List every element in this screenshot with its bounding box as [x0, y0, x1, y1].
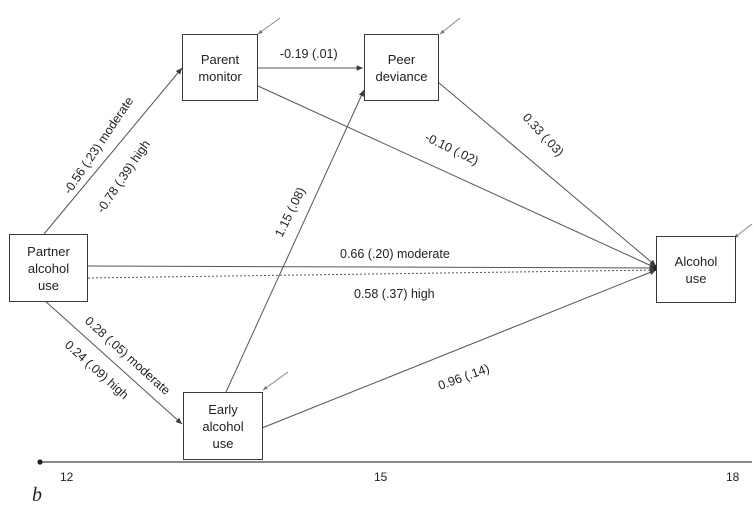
node-alcohol-line-1: Alcohol	[674, 253, 718, 269]
node-alcohol-line-2: use	[685, 270, 707, 286]
timeline-start-dot	[37, 459, 43, 465]
node-alcohol-use: Alcohol use	[656, 236, 736, 303]
node-peer-deviance-line-1: Peer	[387, 51, 416, 67]
label-early-peer: 1.15 (.08)	[272, 185, 308, 239]
label-partner-alcohol-high: 0.58 (.37) high	[354, 287, 435, 301]
timeline-tick-18: 18	[726, 470, 740, 484]
node-early-line-1: Early	[208, 401, 238, 417]
node-parent-monitor-line-2: monitor	[198, 68, 242, 84]
timeline-tick-15: 15	[374, 470, 388, 484]
node-peer-deviance: Peer deviance	[364, 34, 439, 101]
node-partner-line-1: Partner	[27, 243, 70, 259]
node-early-line-2: alcohol	[202, 418, 244, 434]
node-partner-alcohol-use: Partner alcohol use	[9, 234, 88, 302]
residual-alcohol-use	[733, 223, 753, 239]
node-parent-monitor-line-1: Parent	[200, 51, 240, 67]
label-parent-alcohol: -0.10 (.02)	[423, 130, 481, 168]
edge-early-alcohol	[261, 269, 657, 429]
node-parent-monitor: Parent monitor	[182, 34, 258, 101]
edge-partner-parent	[43, 67, 183, 235]
label-partner-alcohol-moderate: 0.66 (.20) moderate	[340, 247, 450, 261]
node-partner-line-3: use	[38, 277, 59, 293]
edge-early-peer	[225, 89, 365, 393]
edge-partner-alcohol-moderate	[87, 265, 657, 271]
node-peer-deviance-line-2: deviance	[375, 68, 428, 84]
node-early-alcohol-use: Early alcohol use	[183, 392, 263, 460]
label-peer-alcohol: 0.33 (.03)	[520, 110, 567, 159]
node-partner-line-2: alcohol	[27, 260, 70, 276]
edge-partner-early	[43, 299, 183, 425]
edge-peer-alcohol	[437, 81, 657, 267]
label-parent-peer: -0.19 (.01)	[280, 47, 338, 61]
label-partner-early-moderate: 0.28 (.05) moderate	[82, 314, 173, 398]
residual-peer-deviance	[439, 17, 461, 35]
panel-label: b	[32, 484, 42, 506]
label-early-alcohol: 0.96 (.14)	[436, 361, 491, 392]
residual-early-alcohol	[262, 371, 289, 391]
timeline-tick-12: 12	[60, 470, 74, 484]
node-early-line-3: use	[212, 435, 234, 451]
edge-parent-alcohol	[257, 85, 657, 269]
edge-partner-alcohol-high	[87, 269, 657, 279]
residual-parent-monitor	[257, 17, 281, 35]
